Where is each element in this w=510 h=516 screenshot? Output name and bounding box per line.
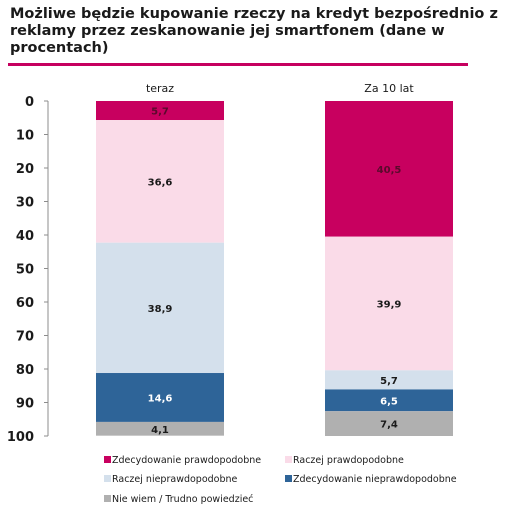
- title-underline: [8, 63, 468, 66]
- category-label: teraz: [146, 82, 174, 95]
- category-label: Za 10 lat: [364, 82, 414, 95]
- legend-label: Raczej nieprawdopodobne: [112, 474, 238, 485]
- y-tick-label: 90: [16, 397, 34, 412]
- data-label: 7,4: [380, 420, 398, 431]
- legend-swatch: [104, 495, 111, 502]
- data-label: 6,5: [380, 396, 398, 407]
- bar-segment: [96, 421, 224, 436]
- data-label: 4,1: [151, 425, 169, 436]
- legend: Zdecydowanie prawdopodobne Raczej prawdop…: [104, 455, 457, 505]
- y-tick-label: 80: [16, 363, 34, 378]
- y-tick-label: 100: [7, 430, 34, 445]
- bars: [96, 101, 453, 436]
- y-tick-label: 70: [16, 330, 34, 345]
- legend-label: Zdecydowanie nieprawdopodobne: [293, 474, 457, 485]
- legend-label: Zdecydowanie prawdopodobne: [112, 455, 261, 466]
- y-tick-label: 20: [16, 162, 34, 177]
- bar-segment: [325, 101, 453, 237]
- data-label: 38,9: [148, 304, 173, 315]
- bar-segment: [96, 101, 224, 121]
- y-tick-label: 40: [16, 229, 34, 244]
- bar-segment: [325, 370, 453, 390]
- legend-swatch: [285, 456, 292, 463]
- y-tick-label: 50: [16, 263, 34, 278]
- category-labels: teraz Za 10 lat: [146, 82, 414, 95]
- bar-segment: [96, 242, 224, 374]
- data-labels: 5,7 36,6 38,9 14,6 4,1 40,5 39,9 5,7 6,5 7,4: [148, 107, 402, 436]
- y-tick-label: 30: [16, 196, 34, 211]
- y-axis: 0 10 20 30 40 50 60 70 80 90 100: [7, 95, 49, 445]
- data-label: 14,6: [148, 393, 173, 404]
- data-label: 5,7: [151, 107, 169, 118]
- bar-segment: [96, 373, 224, 422]
- data-label: 36,6: [148, 177, 173, 188]
- legend-label: Raczej prawdopodobne: [293, 455, 404, 466]
- legend-swatch: [104, 456, 111, 463]
- data-label: 40,5: [377, 165, 402, 176]
- y-tick-label: 10: [16, 129, 34, 144]
- legend-swatch: [285, 475, 292, 482]
- data-label: 5,7: [380, 376, 398, 387]
- bar-segment: [325, 389, 453, 412]
- bar-segment: [325, 411, 453, 436]
- y-tick-label: 0: [25, 95, 34, 110]
- bar-segment: [96, 120, 224, 243]
- chart-title: Możliwe będzie kupowanie rzeczy na kredy…: [10, 6, 498, 56]
- y-tick-label: 60: [16, 296, 34, 311]
- legend-label: Nie wiem / Trudno powiedzieć: [112, 494, 253, 505]
- bar-segment: [325, 236, 453, 371]
- data-label: 39,9: [377, 300, 402, 311]
- legend-swatch: [104, 475, 111, 482]
